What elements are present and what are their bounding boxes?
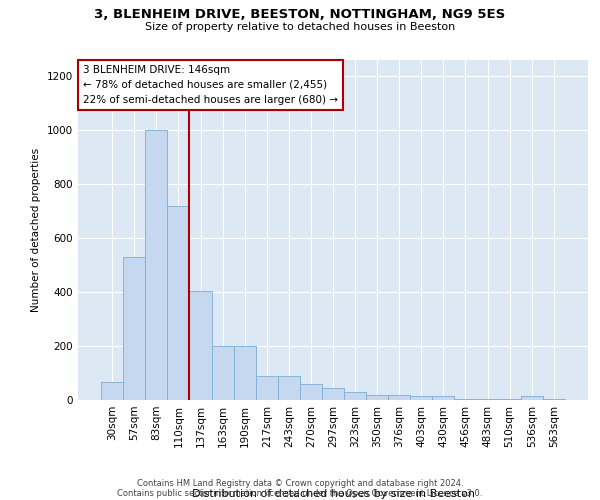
Bar (212, 346, 233, 400)
Bar (521, 396, 543, 400)
Bar (300, 384, 322, 400)
Bar (190, 290, 212, 400)
Bar (233, 346, 256, 400)
Bar (256, 376, 278, 400)
Text: 3 BLENHEIM DRIVE: 146sqm
← 78% of detached houses are smaller (2,455)
22% of sem: 3 BLENHEIM DRIVE: 146sqm ← 78% of detach… (83, 65, 338, 104)
Bar (433, 396, 454, 400)
Text: Size of property relative to detached houses in Beeston: Size of property relative to detached ho… (145, 22, 455, 32)
Bar (388, 395, 410, 400)
Bar (344, 392, 366, 400)
Bar (454, 398, 476, 400)
Bar (123, 257, 145, 400)
Text: Contains HM Land Registry data © Crown copyright and database right 2024.: Contains HM Land Registry data © Crown c… (137, 478, 463, 488)
X-axis label: Distribution of detached houses by size in Beeston: Distribution of detached houses by size … (191, 488, 475, 498)
Bar (145, 130, 167, 400)
Y-axis label: Number of detached properties: Number of detached properties (31, 148, 41, 312)
Bar (101, 382, 123, 400)
Text: Contains public sector information licensed under the Open Government Licence v3: Contains public sector information licen… (118, 488, 482, 498)
Bar (322, 388, 344, 400)
Bar (476, 399, 499, 400)
Bar (167, 206, 190, 400)
Bar (543, 399, 565, 400)
Bar (499, 399, 521, 400)
Bar (278, 376, 300, 400)
Text: 3, BLENHEIM DRIVE, BEESTON, NOTTINGHAM, NG9 5ES: 3, BLENHEIM DRIVE, BEESTON, NOTTINGHAM, … (94, 8, 506, 20)
Bar (410, 396, 433, 400)
Bar (366, 394, 388, 400)
